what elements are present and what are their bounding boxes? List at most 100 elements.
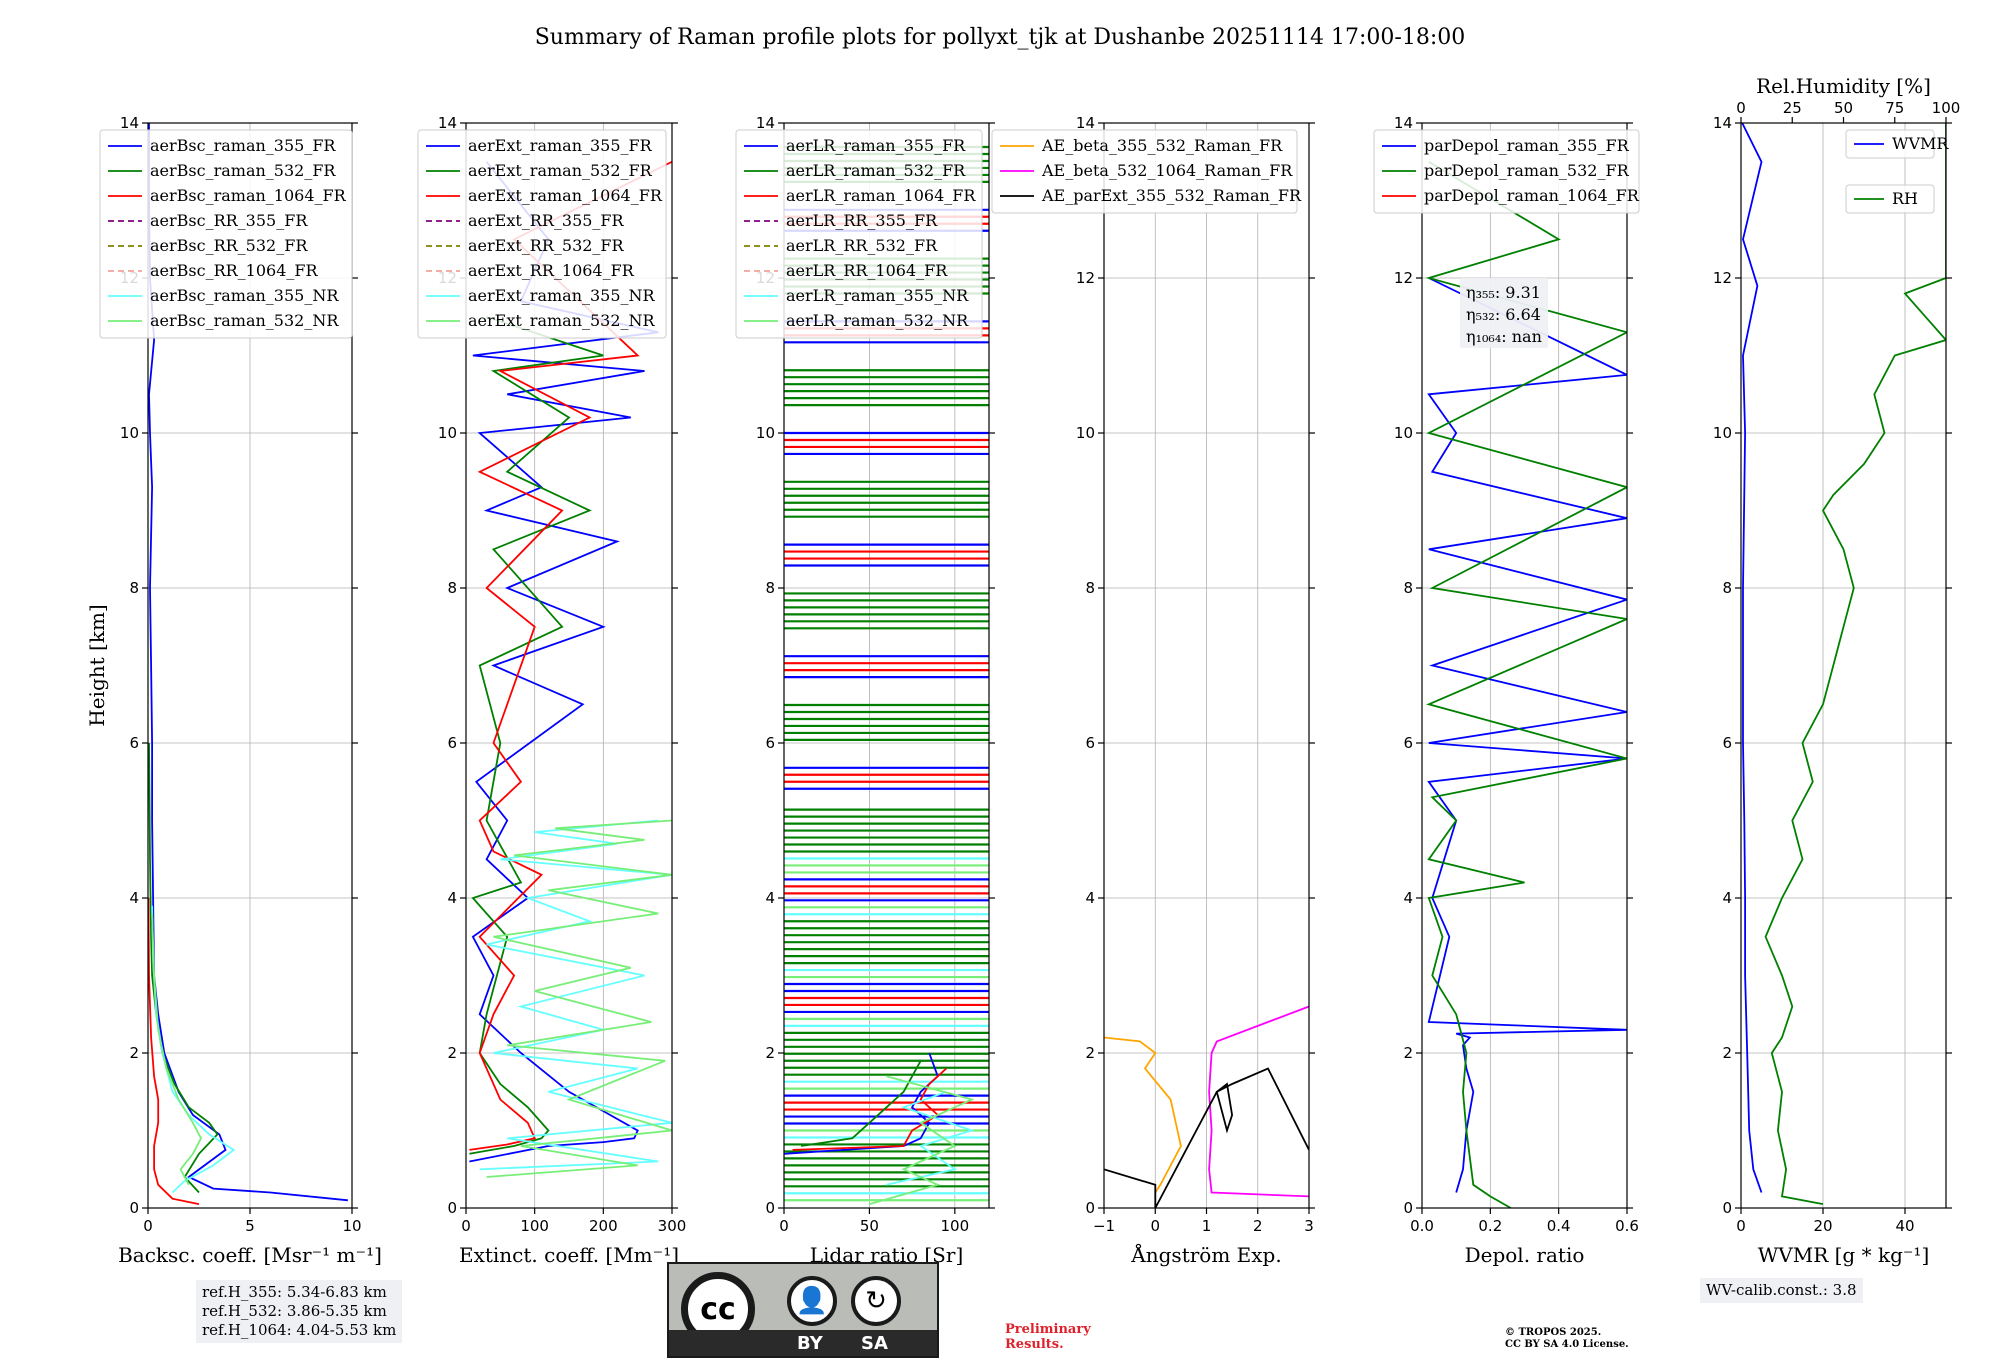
eta-annotation-box — [1460, 278, 1548, 348]
y-tick-label: 10 — [438, 424, 457, 442]
x-tick-label: 200 — [589, 1217, 618, 1235]
y-tick-label: 8 — [447, 579, 457, 597]
x2-tick-label: 25 — [1783, 99, 1802, 117]
x-tick-label: 1 — [1202, 1217, 1212, 1235]
legend-label: aerBsc_RR_532_FR — [150, 236, 308, 255]
ref-height-1064: ref.H_1064: 4.04-5.53 km — [202, 1321, 397, 1339]
legend-label: aerExt_RR_1064_FR — [468, 261, 635, 280]
x2-tick-label: 0 — [1736, 99, 1746, 117]
legend-box — [735, 129, 983, 339]
x2-axis-label: Rel.Humidity [%] — [1756, 74, 1931, 98]
y-tick-label: 6 — [1085, 734, 1095, 752]
eta-annotation-line: η₁₀₆₄: nan — [1466, 327, 1542, 346]
panel-ext: 010020030002468101214Extinct. coeff. [Mm… — [417, 114, 687, 1267]
x-tick-label: 0 — [143, 1217, 153, 1235]
y-tick-label: 0 — [1403, 1199, 1413, 1217]
series-line-AE_parExt_355_532_Raman_FR — [1104, 1067, 1309, 1208]
legend-label: aerLR_RR_1064_FR — [786, 261, 948, 280]
cc-badge-bar — [669, 1330, 937, 1356]
x-tick-label: 3 — [1304, 1217, 1314, 1235]
y-tick-label: 2 — [1722, 1044, 1732, 1062]
y-tick-label: 14 — [1394, 114, 1413, 132]
x-tick-label: 0 — [1736, 1217, 1746, 1235]
y-tick-label: 12 — [1713, 269, 1732, 287]
series-line-aerExt_raman_355_FR — [469, 161, 659, 1163]
x2-tick-label: 75 — [1885, 99, 1904, 117]
y-tick-label: 4 — [765, 889, 775, 907]
series-line-aerLR_raman_355_NR — [886, 1090, 975, 1186]
ref-height-532: ref.H_532: 3.86-5.35 km — [202, 1302, 387, 1320]
legend-label: aerExt_raman_355_NR — [468, 286, 656, 305]
plot-frame — [465, 122, 673, 1209]
y-tick-label: 0 — [447, 1199, 457, 1217]
y-tick-label: 10 — [1394, 424, 1413, 442]
x-tick-label: 0 — [461, 1217, 471, 1235]
x-tick-label: 300 — [658, 1217, 687, 1235]
x-axis-label: Extinct. coeff. [Mm⁻¹] — [459, 1243, 679, 1267]
figure-title: Summary of Raman profile plots for polly… — [535, 25, 1466, 50]
panel-lr: 05010002468101214Lidar ratio [Sr]aerLR_r… — [735, 114, 995, 1267]
x2-tick-label: 50 — [1834, 99, 1853, 117]
y-tick-label: 0 — [129, 1199, 139, 1217]
legend-label: AE_parExt_355_532_Raman_FR — [1041, 186, 1302, 205]
series-line-aerBsc_raman_1064_FR — [148, 897, 200, 1205]
x-tick-label: −1 — [1093, 1217, 1115, 1235]
x-tick-label: 0 — [779, 1217, 789, 1235]
x-axis-label: WVMR [g * kg⁻¹] — [1758, 1243, 1930, 1267]
copyright-line-1: © TROPOS 2025. — [1505, 1327, 1602, 1338]
y-tick-label: 6 — [1722, 734, 1732, 752]
y-tick-label: 10 — [1713, 424, 1732, 442]
y-tick-label: 6 — [129, 734, 139, 752]
y-tick-label: 12 — [1076, 269, 1095, 287]
eta-annotation-line: η₅₃₂: 6.64 — [1466, 305, 1541, 324]
legend-label: aerLR_raman_355_FR — [786, 136, 966, 155]
x-tick-label: 0.0 — [1410, 1217, 1434, 1235]
panels: 051002468101214Backsc. coeff. [Msr⁻¹ m⁻¹… — [85, 74, 1960, 1267]
plot-frame — [1740, 122, 1947, 1209]
y-tick-label: 10 — [1076, 424, 1095, 442]
legend-label: AE_beta_532_1064_Raman_FR — [1041, 161, 1293, 180]
x-tick-label: 40 — [1895, 1217, 1914, 1235]
legend-box — [1845, 129, 1935, 159]
y-tick-label: 4 — [447, 889, 457, 907]
series-line-aerBsc_raman_355_FR — [148, 123, 348, 1202]
y-tick-label: 10 — [756, 424, 775, 442]
panel-depol: 0.0 0.2 0.4 0.6 0 2 4 6 8 10 12 14 Depol. ratio parDe… — [1373, 114, 1640, 1267]
y-tick-label: 2 — [1085, 1044, 1095, 1062]
y-tick-label: 2 — [129, 1044, 139, 1062]
copyright-line-2: CC BY SA 4.0 License. — [1505, 1339, 1629, 1350]
x-tick-label: 50 — [860, 1217, 879, 1235]
ref-heights-box: ref.H_355: 5.34-6.83 km ref.H_532: 3.86-… — [196, 1280, 403, 1343]
legend-label: aerBsc_RR_355_FR — [150, 211, 308, 230]
legend-label: aerExt_raman_1064_FR — [468, 186, 663, 205]
plot-frame — [1421, 122, 1628, 1209]
x-tick-label: 100 — [941, 1217, 970, 1235]
y-tick-label: 14 — [120, 114, 139, 132]
legend-label: aerBsc_raman_355_FR — [150, 136, 336, 155]
legend-label: parDepol_raman_532_FR — [1424, 161, 1630, 180]
legend-label: aerExt_RR_355_FR — [468, 211, 625, 230]
legend-label: parDepol_raman_355_FR — [1424, 136, 1630, 155]
preliminary-note: Preliminary Results. — [1005, 1322, 1091, 1352]
attribution-icon: 👤 — [787, 1276, 837, 1326]
y-tick-label: 6 — [1403, 734, 1413, 752]
y-tick-label: 2 — [447, 1044, 457, 1062]
legend-label: aerLR_raman_532_FR — [786, 161, 966, 180]
legend-label: aerLR_RR_355_FR — [786, 211, 938, 230]
legend-label: aerExt_raman_532_NR — [468, 311, 656, 330]
legend-label: aerBsc_raman_355_NR — [150, 286, 339, 305]
y-tick-label: 4 — [129, 889, 139, 907]
legend-label: WVMR — [1892, 134, 1949, 153]
legend-label: RH — [1892, 189, 1918, 208]
legend-label: aerLR_raman_1064_FR — [786, 186, 976, 205]
preliminary-line-2: Results. — [1005, 1337, 1064, 1352]
x-tick-label: 2 — [1253, 1217, 1263, 1235]
series-line-aerExt_raman_355_NR — [479, 819, 672, 1171]
ref-height-355: ref.H_355: 5.34-6.83 km — [202, 1283, 387, 1301]
y-tick-label: 8 — [1403, 579, 1413, 597]
y-axis-label: Height [km] — [85, 604, 109, 726]
x-axis-label: Backsc. coeff. [Msr⁻¹ m⁻¹] — [118, 1243, 382, 1267]
y-tick-label: 6 — [447, 734, 457, 752]
y-tick-label: 6 — [765, 734, 775, 752]
